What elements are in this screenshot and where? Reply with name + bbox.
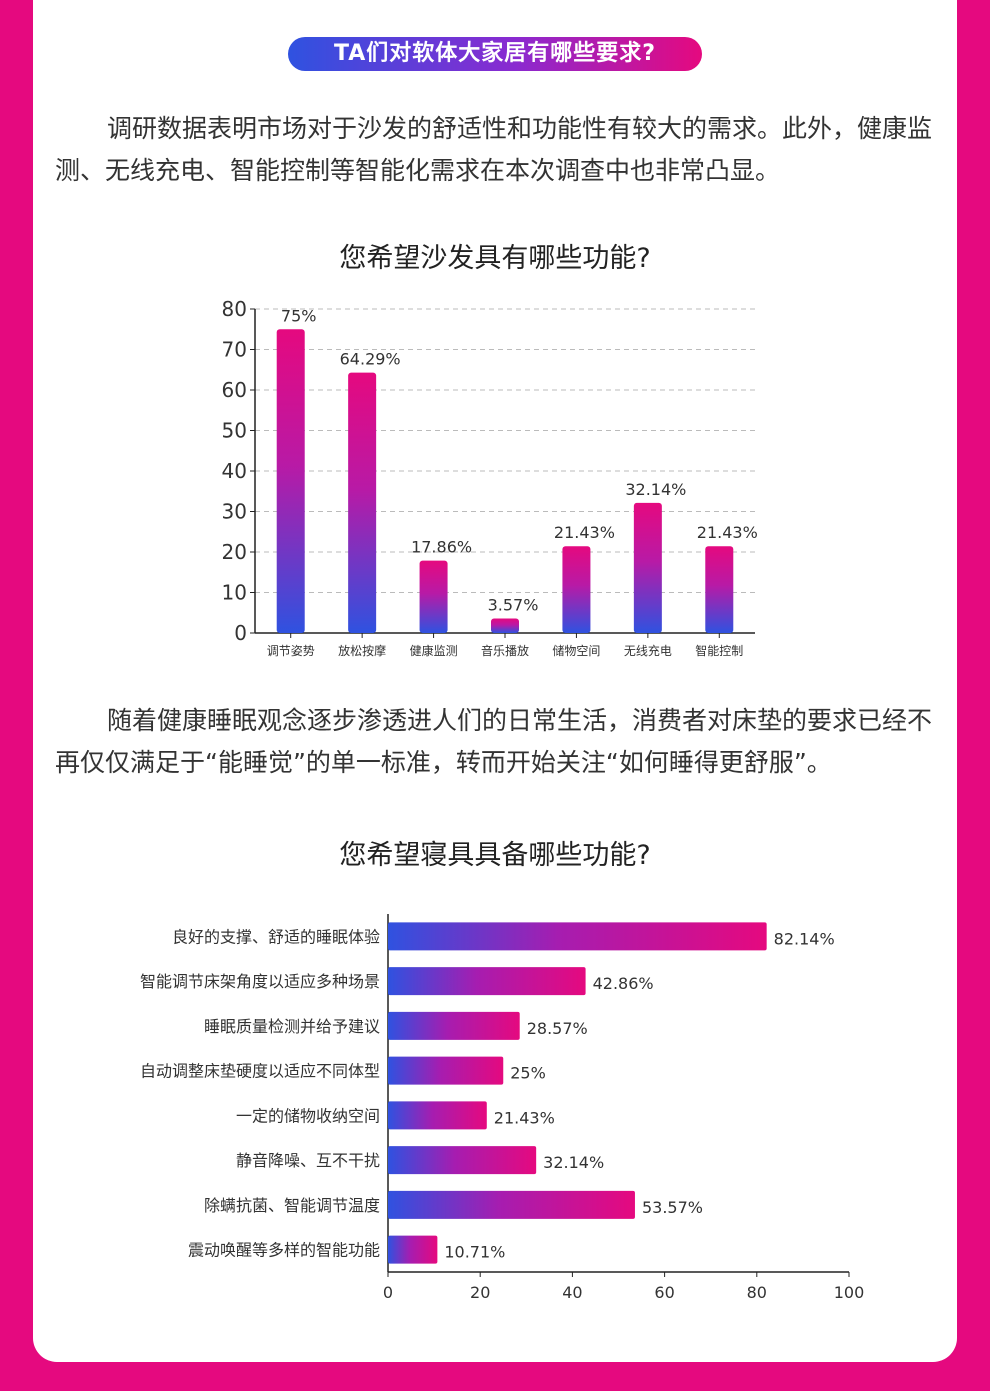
bar (388, 967, 586, 996)
x-tick-label: 80 (747, 1283, 767, 1302)
bar (388, 1190, 635, 1219)
data-label: 25% (510, 1064, 546, 1083)
bar (388, 1146, 537, 1175)
section-title-pill: TA们对软体大家居有哪些要求? (288, 37, 702, 71)
data-label: 21.43% (494, 1108, 555, 1127)
intro-paragraph-2: 随着健康睡眠观念逐步渗透进人们的日常生活，消费者对床垫的要求已经不再仅仅满足于“… (55, 706, 933, 777)
y-tick-label: 70 (222, 338, 247, 362)
x-tick-label: 储物空间 (552, 643, 600, 658)
bar (388, 1056, 504, 1085)
x-tick-label: 20 (470, 1283, 490, 1302)
data-label: 53.57% (642, 1198, 703, 1217)
bar (705, 546, 734, 633)
bar (562, 546, 591, 633)
bar (388, 922, 767, 951)
category-label: 震动唤醒等多样的智能功能 (188, 1241, 380, 1260)
y-tick-label: 20 (222, 540, 247, 564)
data-label: 17.86% (411, 538, 472, 557)
chart1-title: 您希望沙发具有哪些功能? (339, 243, 651, 274)
data-label: 82.14% (774, 929, 835, 948)
bar (388, 1011, 520, 1040)
x-tick-label: 0 (383, 1283, 393, 1302)
data-label: 42.86% (593, 974, 654, 993)
y-tick-label: 30 (222, 500, 247, 524)
x-tick-label: 音乐播放 (481, 643, 529, 658)
bar (388, 1101, 487, 1130)
data-label: 10.71% (444, 1243, 505, 1262)
data-label: 21.43% (697, 523, 758, 542)
data-label: 32.14% (543, 1153, 604, 1172)
data-label: 75% (281, 306, 317, 325)
category-label: 除螨抗菌、智能调节温度 (204, 1196, 380, 1215)
y-tick-label: 60 (222, 378, 247, 402)
y-tick-label: 10 (222, 581, 247, 605)
intro-paragraph-1: 调研数据表明市场对于沙发的舒适性和功能性有较大的需求。此外，健康监测、无线充电、… (55, 114, 933, 185)
chart2-title: 您希望寝具具备哪些功能? (339, 840, 651, 871)
y-tick-label: 40 (222, 459, 247, 483)
category-label: 良好的支撑、舒适的睡眠体验 (172, 927, 380, 946)
bar (491, 618, 519, 633)
sofa-function-bar-chart: 0 10 20 30 40 50 60 70 80 调节姿势 75% 放松按摩 64.29% 健康监测 17… (222, 297, 758, 658)
category-label: 睡眠质量检测并给予建议 (204, 1017, 380, 1036)
data-label: 3.57% (488, 596, 539, 615)
x-tick-label: 100 (834, 1283, 865, 1302)
x-tick-label: 无线充电 (624, 643, 672, 658)
x-tick-label: 放松按摩 (338, 643, 386, 658)
x-tick-label: 40 (562, 1283, 582, 1302)
category-label: 自动调整床垫硬度以适应不同体型 (140, 1062, 380, 1081)
data-label: 28.57% (527, 1019, 588, 1038)
bar (633, 502, 662, 633)
x-tick-label: 调节姿势 (267, 644, 315, 658)
bar (388, 1235, 438, 1264)
data-label: 32.14% (625, 480, 686, 499)
content-card (33, 0, 957, 1362)
data-label: 21.43% (554, 523, 615, 542)
bar (348, 372, 377, 633)
y-tick-label: 80 (222, 297, 247, 321)
category-label: 静音降噪、互不干扰 (236, 1151, 380, 1170)
x-tick-label: 60 (654, 1283, 674, 1302)
category-label: 智能调节床架角度以适应多种场景 (140, 972, 380, 991)
bar (419, 560, 448, 633)
y-tick-label: 50 (222, 419, 247, 443)
bar (276, 329, 305, 633)
data-label: 64.29% (340, 350, 401, 369)
category-label: 一定的储物收纳空间 (236, 1106, 380, 1125)
y-tick-label: 0 (234, 621, 247, 645)
x-tick-label: 健康监测 (410, 643, 458, 658)
x-tick-label: 智能控制 (695, 643, 743, 658)
